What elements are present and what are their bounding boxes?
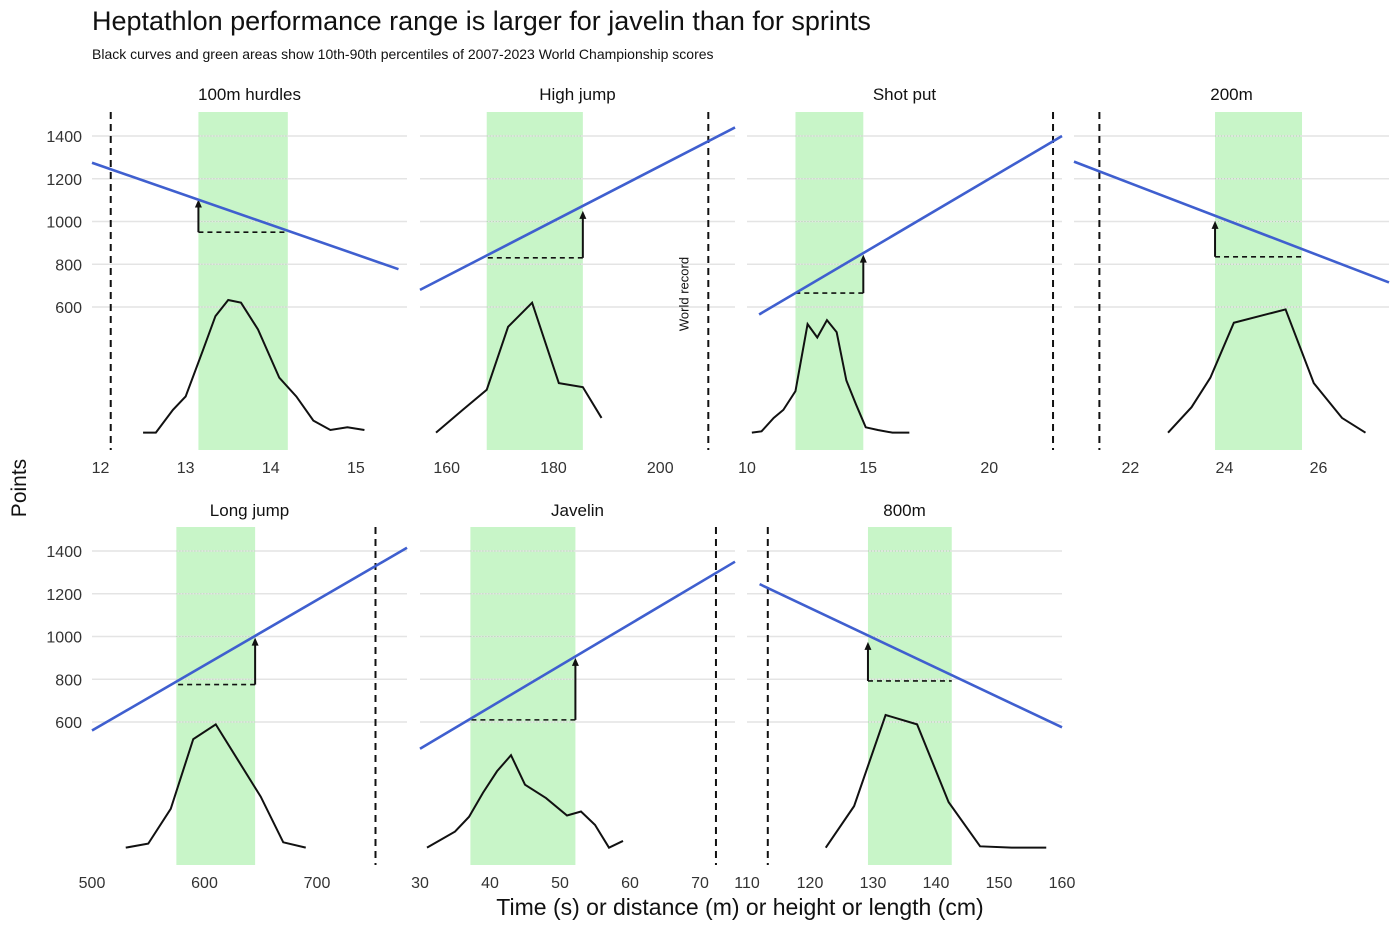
facet-title-shot-put: Shot put bbox=[873, 85, 937, 104]
x-tick-label: 20 bbox=[980, 460, 998, 477]
y-tick-label: 600 bbox=[55, 300, 82, 317]
distribution-curve-100m-hurdles bbox=[143, 298, 365, 434]
x-tick-label: 180 bbox=[540, 460, 567, 477]
x-tick-label: 40 bbox=[481, 875, 499, 892]
x-tick-label: 150 bbox=[986, 875, 1013, 892]
arrow-head bbox=[194, 199, 202, 208]
distribution-curve-shot-put bbox=[751, 318, 910, 434]
chart-title: Heptathlon performance range is larger f… bbox=[92, 6, 871, 36]
percentile-band-200m bbox=[1215, 112, 1303, 450]
arrow-head bbox=[571, 657, 579, 666]
x-tick-label: 700 bbox=[304, 875, 331, 892]
points-line-shot-put bbox=[758, 134, 1063, 316]
x-tick-label: 200 bbox=[647, 460, 674, 477]
points-line-long-jump bbox=[91, 546, 408, 732]
x-axis-label: Time (s) or distance (m) or height or le… bbox=[496, 894, 984, 920]
arrow-head bbox=[579, 210, 587, 219]
distribution-curve-javelin bbox=[426, 753, 624, 849]
points-line-200m bbox=[1073, 160, 1390, 284]
distribution-curve-200m bbox=[1167, 308, 1367, 434]
distribution-curve-high-jump bbox=[435, 300, 603, 434]
percentile-band-100m-hurdles bbox=[198, 112, 288, 450]
x-tick-label: 120 bbox=[797, 875, 824, 892]
x-tick-label: 12 bbox=[92, 460, 110, 477]
points-line-javelin bbox=[419, 560, 736, 750]
percentile-band-javelin bbox=[470, 527, 576, 865]
arrow-head bbox=[1211, 220, 1219, 229]
x-tick-label: 30 bbox=[411, 875, 429, 892]
x-tick-label: 14 bbox=[262, 460, 280, 477]
y-tick-label: 1000 bbox=[46, 630, 82, 647]
x-tick-label: 60 bbox=[621, 875, 639, 892]
facet-title-high-jump: High jump bbox=[539, 85, 616, 104]
world-record-label: World record bbox=[676, 257, 691, 331]
y-tick-label: 600 bbox=[55, 715, 82, 732]
distribution-curve-800m bbox=[824, 713, 1047, 849]
x-tick-label: 10 bbox=[738, 460, 756, 477]
facet-title-long-jump: Long jump bbox=[210, 501, 289, 520]
x-tick-label: 160 bbox=[1049, 875, 1076, 892]
percentile-band-long-jump bbox=[176, 527, 256, 865]
facet-title-javelin: Javelin bbox=[551, 501, 604, 520]
x-tick-label: 600 bbox=[191, 875, 218, 892]
x-tick-label: 130 bbox=[860, 875, 887, 892]
y-tick-label: 1200 bbox=[46, 172, 82, 189]
x-tick-label: 26 bbox=[1310, 460, 1328, 477]
chart-subtitle: Black curves and green areas show 10th-9… bbox=[92, 46, 714, 62]
y-tick-label: 1000 bbox=[46, 215, 82, 232]
percentile-band-800m bbox=[867, 527, 952, 865]
points-line-100m-hurdles bbox=[91, 161, 399, 271]
facet-title-100m-hurdles: 100m hurdles bbox=[198, 85, 301, 104]
x-tick-label: 15 bbox=[859, 460, 877, 477]
y-tick-label: 1200 bbox=[46, 587, 82, 604]
facet-title-200m: 200m bbox=[1210, 85, 1253, 104]
x-tick-label: 13 bbox=[177, 460, 195, 477]
x-tick-label: 24 bbox=[1216, 460, 1234, 477]
y-tick-label: 800 bbox=[55, 257, 82, 274]
x-tick-label: 22 bbox=[1122, 460, 1140, 477]
x-tick-label: 70 bbox=[691, 875, 709, 892]
arrow-head bbox=[864, 641, 872, 650]
percentile-band-high-jump bbox=[486, 112, 583, 450]
x-tick-label: 50 bbox=[551, 875, 569, 892]
distribution-curve-long-jump bbox=[125, 722, 306, 849]
x-tick-label: 500 bbox=[79, 875, 106, 892]
arrow-head bbox=[251, 637, 259, 646]
points-line-high-jump bbox=[419, 126, 736, 292]
points-line-800m bbox=[759, 582, 1063, 729]
x-tick-label: 140 bbox=[923, 875, 950, 892]
x-tick-label: 110 bbox=[734, 875, 760, 892]
arrow-head bbox=[859, 254, 867, 263]
y-tick-label: 1400 bbox=[46, 129, 82, 146]
x-tick-label: 15 bbox=[347, 460, 365, 477]
x-tick-label: 160 bbox=[433, 460, 460, 477]
y-tick-label: 800 bbox=[55, 672, 82, 689]
y-tick-label: 1400 bbox=[46, 544, 82, 561]
facet-title-800m: 800m bbox=[883, 501, 926, 520]
